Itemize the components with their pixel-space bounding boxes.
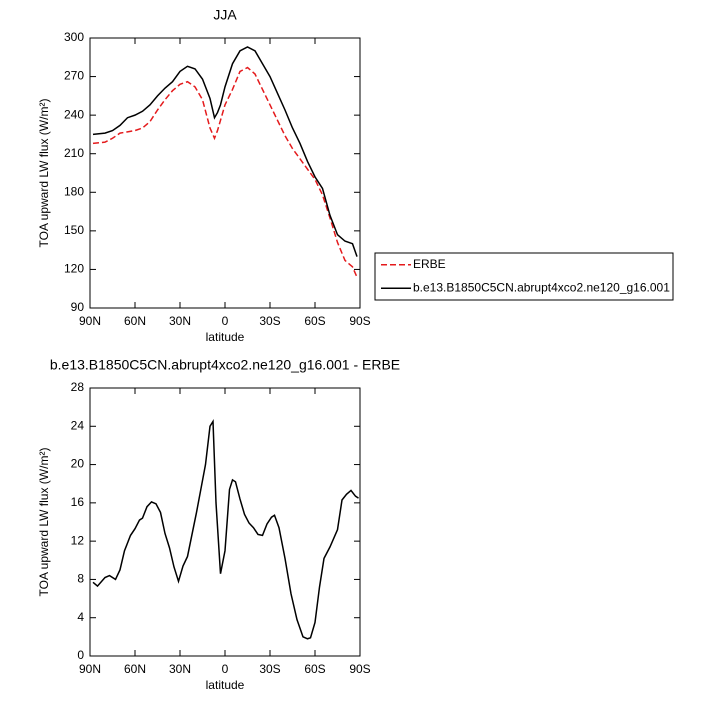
legend-label: b.e13.B1850C5CN.abrupt4xco2.ne120_g16.00… xyxy=(413,280,670,294)
y-tick-label: 120 xyxy=(64,262,84,276)
y-axis-label: TOA upward LW flux (W/m²) xyxy=(37,448,51,597)
y-axis-label: TOA upward LW flux (W/m²) xyxy=(37,99,51,248)
x-tick-label: 60S xyxy=(304,314,325,328)
y-tick-label: 270 xyxy=(64,69,84,83)
y-tick-label: 28 xyxy=(71,380,85,394)
y-tick-label: 90 xyxy=(71,300,85,314)
line-series xyxy=(92,46,358,257)
y-tick-label: 8 xyxy=(77,572,84,586)
chart-title: JJA xyxy=(213,7,237,23)
x-tick-label: 90S xyxy=(349,314,370,328)
y-tick-label: 20 xyxy=(71,457,85,471)
x-tick-label: 60N xyxy=(124,662,146,676)
x-tick-label: 90N xyxy=(79,314,101,328)
x-tick-label: 0 xyxy=(222,314,229,328)
y-tick-label: 12 xyxy=(71,533,85,547)
y-tick-label: 4 xyxy=(77,610,84,624)
line-series xyxy=(92,419,359,640)
x-tick-label: 30S xyxy=(259,662,280,676)
line-series xyxy=(92,66,358,278)
x-axis-label: latitude xyxy=(206,678,245,692)
x-tick-label: 60N xyxy=(124,314,146,328)
legend-box xyxy=(374,252,674,301)
y-tick-label: 180 xyxy=(64,184,84,198)
y-tick-label: 150 xyxy=(64,223,84,237)
x-tick-label: 90S xyxy=(349,662,370,676)
chart-title: b.e13.B1850C5CN.abrupt4xco2.ne120_g16.00… xyxy=(50,357,400,373)
x-tick-label: 30N xyxy=(169,314,191,328)
plot-frame xyxy=(89,387,361,657)
y-tick-label: 300 xyxy=(64,30,84,44)
y-tick-label: 240 xyxy=(64,107,84,121)
x-tick-label: 30S xyxy=(259,314,280,328)
x-tick-label: 90N xyxy=(79,662,101,676)
y-tick-label: 210 xyxy=(64,146,84,160)
x-tick-label: 0 xyxy=(222,662,229,676)
y-tick-label: 16 xyxy=(71,495,85,509)
plot-frame xyxy=(89,37,361,309)
y-tick-label: 0 xyxy=(77,648,84,662)
x-tick-label: 30N xyxy=(169,662,191,676)
x-tick-label: 60S xyxy=(304,662,325,676)
x-axis-label: latitude xyxy=(206,330,245,344)
legend-label: ERBE xyxy=(413,257,446,271)
y-tick-label: 24 xyxy=(71,418,85,432)
